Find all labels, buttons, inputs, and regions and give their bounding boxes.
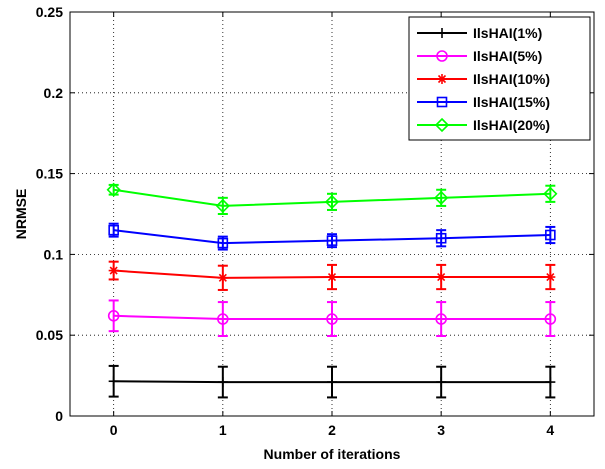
marker-square (436, 96, 448, 108)
legend-item: IlsHAI(15%) (417, 94, 550, 110)
marker-diamond (324, 194, 340, 210)
marker-star (436, 272, 447, 283)
y-axis-title: NRMSE (13, 189, 29, 240)
marker-diamond (543, 186, 558, 201)
marker-star (108, 265, 119, 276)
marker-stroke (218, 273, 227, 282)
marker-circle (326, 313, 338, 325)
y-tick-label: 0 (55, 408, 63, 424)
error-bar (217, 301, 228, 338)
error-bar (436, 301, 447, 338)
marker-stroke (546, 272, 555, 282)
marker-stroke (437, 74, 447, 84)
legend-label: IlsHAI(10%) (473, 71, 550, 87)
y-tick-label: 0.05 (36, 327, 63, 343)
y-tick-label: 0.25 (36, 4, 63, 20)
x-tick-label: 0 (110, 422, 118, 438)
marker-star (545, 272, 556, 283)
marker-stroke (109, 266, 118, 275)
error-bar (545, 225, 556, 245)
error-bar (436, 229, 447, 248)
marker-square (545, 229, 556, 241)
marker-circle (107, 310, 120, 322)
y-tick-label: 0.2 (44, 85, 64, 101)
legend-label: IlsHAI(20%) (473, 117, 550, 133)
x-tick-label: 2 (328, 422, 336, 438)
x-tick-label: 4 (546, 422, 554, 438)
legend: IlsHAI(1%) IlsHAI(5%) IlsHAI(10%) IlsHAI(15… (408, 16, 591, 141)
marker-circle (217, 313, 229, 325)
x-axis-title: Number of iterations (264, 446, 401, 462)
series-4 (108, 222, 556, 251)
legend-label: IlsHAI(5%) (473, 48, 542, 64)
marker-star (437, 74, 447, 84)
marker-diamond (106, 182, 121, 197)
marker-diamond (215, 198, 230, 214)
marker-diamond (434, 190, 449, 205)
marker-stroke (437, 272, 446, 282)
marker-circle (435, 313, 447, 325)
marker-diamond (434, 117, 450, 133)
marker-stroke (327, 272, 337, 282)
y-tick-label: 0.15 (36, 166, 63, 182)
marker-square (108, 224, 119, 236)
series-1 (108, 364, 556, 399)
marker-plus (217, 377, 228, 388)
marker-plus (108, 376, 119, 387)
series-2 (107, 299, 557, 338)
marker-star (327, 272, 337, 283)
marker-star (217, 272, 228, 283)
marker-plus (545, 377, 556, 388)
legend-label: IlsHAI(1%) (473, 25, 542, 41)
legend-item: IlsHAI(20%) (417, 117, 550, 133)
marker-square (326, 235, 338, 246)
error-bar (545, 301, 556, 338)
marker-plus (436, 377, 447, 388)
x-tick-label: 3 (437, 422, 445, 438)
marker-circle (544, 313, 557, 325)
error-bar (108, 299, 119, 333)
axis-ticks: 0 0.05 0.1 0.15 0.2 0.25 0 1 2 3 4 (36, 4, 594, 438)
marker-plus (437, 28, 447, 38)
error-bar (108, 183, 119, 196)
series-5 (106, 182, 558, 215)
series-3 (108, 260, 556, 291)
marker-circle (436, 50, 448, 62)
marker-plus (327, 377, 337, 388)
legend-item: IlsHAI(1%) (417, 25, 542, 41)
legend-item: IlsHAI(5%) (417, 48, 542, 64)
y-tick-label: 0.1 (44, 246, 64, 262)
marker-square (435, 232, 447, 244)
legend-label: IlsHAI(15%) (473, 94, 550, 110)
x-tick-label: 1 (219, 422, 227, 438)
legend-item: IlsHAI(10%) (417, 71, 550, 87)
series-group (106, 182, 558, 399)
error-bar (327, 301, 337, 338)
marker-square (217, 237, 229, 249)
